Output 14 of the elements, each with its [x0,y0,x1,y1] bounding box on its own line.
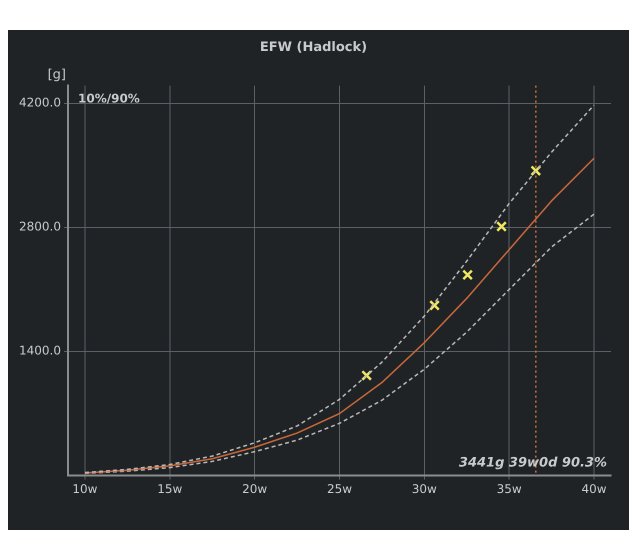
x-tick-label: 40w [581,482,607,496]
y-axis-title: [g] [48,67,66,82]
chart-title: EFW (Hadlock) [260,40,368,56]
annotation: 3441g 39w0d 90.3% [458,455,607,470]
y-tick-label: 2800.0 [18,220,61,234]
x-tick-label: 25w [326,482,352,496]
x-tick-label: 30w [412,482,438,496]
annotation: 10%/90% [78,92,140,106]
y-tick-label: 1400.0 [18,344,61,358]
x-tick-label: 15w [157,482,183,496]
x-tick-label: 35w [496,482,522,496]
y-tick-label: 4200.0 [18,95,61,110]
x-tick-label: 20w [242,482,268,496]
x-tick-label: 10w [72,482,98,496]
